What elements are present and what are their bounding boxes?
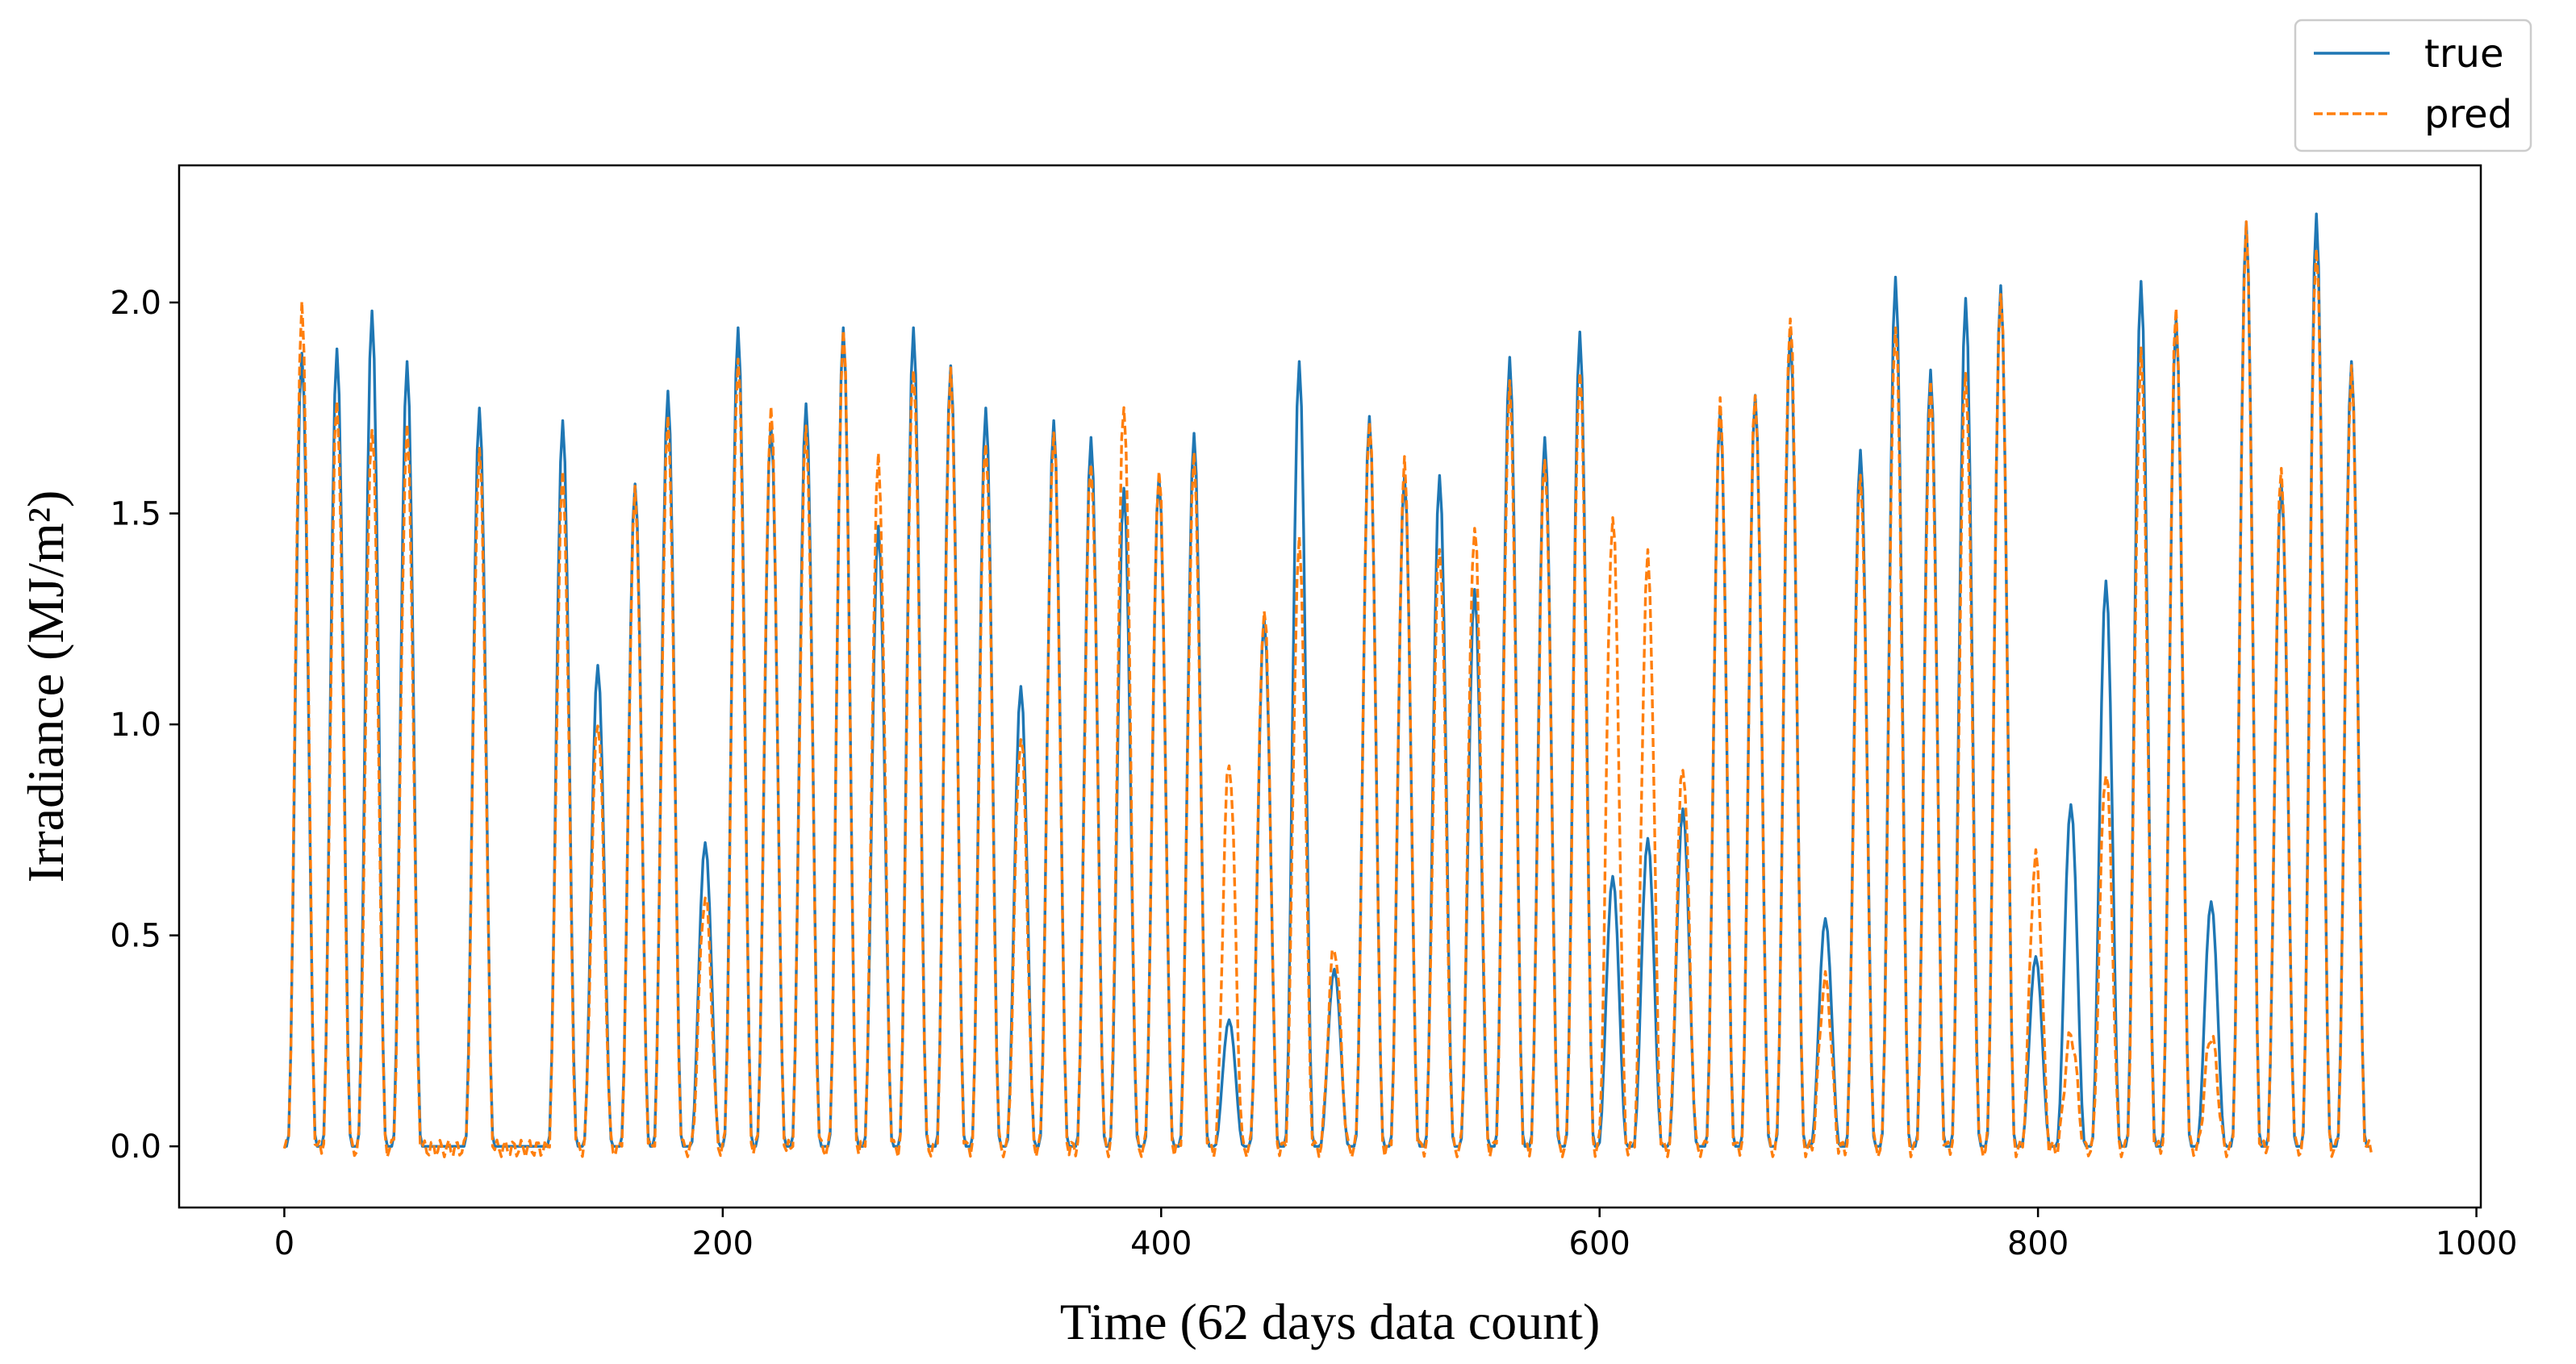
x-tick-label: 400 bbox=[1130, 1225, 1192, 1262]
axes-frame bbox=[177, 164, 2482, 1209]
x-tick-label: 1000 bbox=[2436, 1225, 2518, 1262]
y-tick-label: 2.0 bbox=[110, 285, 161, 322]
legend-label-pred: pred bbox=[2424, 92, 2512, 137]
x-tick-label: 200 bbox=[692, 1225, 754, 1262]
y-axis-ticks: 0.0 0.5 1.0 1.5 2.0 bbox=[110, 285, 179, 1166]
series-lines bbox=[282, 212, 2373, 1158]
legend-label-true: true bbox=[2424, 31, 2504, 77]
y-tick-label: 1.5 bbox=[110, 496, 161, 533]
y-tick-label: 0.5 bbox=[110, 918, 161, 955]
y-tick-label: 1.0 bbox=[110, 707, 161, 744]
x-axis-label: Time (62 days data count) bbox=[1060, 1293, 1601, 1350]
y-axis-label: Irradiance (MJ/m²) bbox=[17, 490, 74, 883]
x-axis-ticks: 0 200 400 600 800 1000 bbox=[274, 1208, 2518, 1262]
series-line-pred bbox=[282, 220, 2373, 1158]
x-tick-label: 800 bbox=[2007, 1225, 2069, 1262]
y-tick-label: 0.0 bbox=[110, 1128, 161, 1166]
x-tick-label: 600 bbox=[1569, 1225, 1630, 1262]
x-tick-label: 0 bbox=[274, 1225, 294, 1262]
legend: true pred bbox=[2294, 19, 2532, 152]
